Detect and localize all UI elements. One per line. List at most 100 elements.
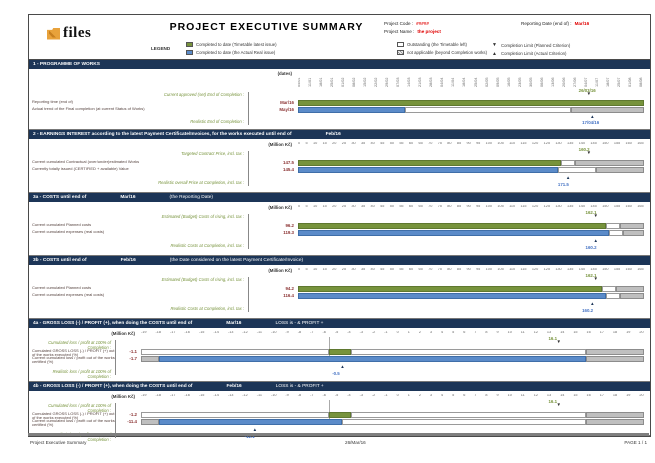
section-1: 1 - PROGRAMME OF WORKS (dates) 04/01 11/01 1… [29, 60, 650, 130]
logo-text: files [63, 25, 92, 41]
project-code-value: ##### [416, 21, 429, 26]
axis-tick-label: 140 [578, 142, 586, 145]
axis-tick-label: 15 [322, 268, 327, 271]
axis-tick-label: 155 [613, 268, 621, 271]
realistic-value: 160.2 [582, 308, 594, 313]
bar-segment-gray [574, 160, 644, 166]
axis-tick-label: 20 [332, 142, 337, 145]
section-title-value: Feb/16 [120, 258, 136, 263]
axis-tick-label: 18 [612, 331, 618, 334]
bar-segment-white [602, 286, 617, 292]
axis-tick-label: 13/06 [550, 77, 555, 87]
axis-tick-label: 85 [456, 205, 462, 208]
axis-tick-label: -11 [256, 394, 262, 397]
axis-tick-label: 01/08 [627, 77, 632, 87]
legend-item: ▲ Completion Limit (Actual Criterion) [491, 51, 570, 57]
bar-segment-green [298, 100, 644, 106]
axis-tick-label: -14 [213, 331, 219, 334]
project-name-row: Project Name : the project [384, 28, 441, 36]
axis-tick-label: 160 [625, 142, 632, 145]
axis-tick-label: 100 [485, 205, 492, 208]
axis-tick-label: 80 [447, 142, 452, 145]
legend-item-label: not applicable (beyond Completion works) [407, 49, 488, 55]
reporting-date-label: Reporting Date (end of) : [521, 21, 572, 26]
axis-tick-label: 10 [312, 268, 318, 271]
completion-limit-planned-marker: ▼ [556, 402, 561, 407]
axis-tick-label: 45 [380, 205, 385, 208]
axis-tick-label: 115 [520, 142, 527, 145]
axis-tick-label: 140 [578, 205, 586, 208]
row-label: Reporting time (end of) [32, 99, 73, 104]
project-name-value: the project [417, 28, 441, 34]
section-title: 2 - EARNINGS INTEREST according to the l… [33, 132, 292, 137]
section-4b: 4b - GROSS LOSS (-) / PROFIT (+), when d… [29, 382, 650, 442]
axis-tick-label: -1 [384, 394, 388, 397]
bar-segment-white [560, 160, 575, 166]
axis-tick-label: -19 [141, 331, 147, 334]
section-3a-header: 3a - COSTS until end of Mar/16 (the Report… [29, 193, 650, 202]
axis-tick-label: 105 [497, 268, 504, 271]
section-title-suffix: (the Date considered on the latest Payme… [169, 258, 304, 263]
axis-tick-label: 9 [496, 394, 499, 397]
axis-tick-label: 0 [396, 331, 399, 334]
section-3b-body: (Million Kč) 0 5 10 15 20 25 30 35 40 45 50 55 60 65 70… [29, 265, 650, 319]
axis-tick-label: 29/02 [385, 77, 390, 87]
axis-tick-label: 40 [370, 142, 375, 145]
completion-limit-actual-marker: ▲ [590, 301, 595, 306]
axis-tick-label: -5 [334, 394, 339, 397]
planned-limit-value: 162.1 [585, 210, 597, 215]
project-code-label: Project Code : [384, 21, 414, 26]
axis-tick-label: 60 [408, 142, 414, 145]
axis-tick-label: 40 [370, 205, 375, 208]
axis-tick-label: 85 [456, 142, 462, 145]
axis-tick-label: 13 [546, 394, 552, 397]
axis-tick-label: 11/01 [308, 77, 313, 87]
axis-tick-label: 105 [497, 142, 504, 145]
progress-bar [298, 160, 644, 166]
section-4a-body: (Million Kč) -19 -18 -17 -16 -15 -14 -13 -12 -11-… [29, 328, 650, 382]
label-axis-line [248, 92, 249, 125]
progress-bar [298, 167, 644, 173]
axis-tick-label: -18 [155, 394, 161, 397]
legend-item-label: Outstanding (the Timetable left) [407, 42, 467, 47]
progress-bar [298, 223, 644, 229]
axis-tick-label: 4 [441, 394, 444, 397]
row-value: Mar/16 [280, 100, 294, 105]
axis-tick-label: 145 [590, 142, 597, 145]
axis-tick-label: 5 [305, 142, 308, 145]
row-value: 94.2 [285, 286, 294, 291]
axis-tick-label: 1 [407, 331, 410, 334]
progress-bar [298, 293, 644, 299]
planned-limit-value: 16.1 [548, 336, 558, 341]
page-title: PROJECT EXECUTIVE SUMMARY [169, 21, 364, 33]
report-content: files PROJECT EXECUTIVE SUMMARY Project … [28, 14, 651, 442]
axis-units-label: (dates) [277, 71, 292, 76]
axis-tick-label: 8 [485, 394, 488, 397]
completion-limit-planned-marker: ▼ [593, 276, 599, 281]
completion-limit-planned-marker: ▼ [586, 91, 592, 96]
planned-limit-label: Current approved (set) End of Completion… [163, 92, 244, 97]
axis-tick-label: -7 [310, 394, 314, 397]
axis-tick-label: 5 [305, 205, 308, 208]
legend-item: Completed to date (the Actual Real issue… [186, 49, 277, 55]
row-value: 96.2 [285, 223, 294, 228]
row-value: 147.5 [283, 160, 294, 165]
label-axis-line [115, 340, 116, 375]
axis-units-label: (Million Kč) [111, 331, 135, 336]
axis-tick-label: 70 [428, 142, 433, 145]
legend-column-limits: ▼ Completion Limit (Planned Criterion) ▲ Co… [491, 42, 570, 57]
section-title-value: Mar/16 [226, 321, 242, 326]
section-1-header: 1 - PROGRAMME OF WORKS [29, 60, 650, 69]
section-2-body: (Million Kč) 0 5 10 15 20 25 30 35 40 45 50 55 60 65 70… [29, 139, 650, 193]
triangle-down-icon: ▼ [492, 42, 497, 48]
legend-item: not applicable (beyond Completion works) [397, 49, 488, 55]
axis-tick-label: 5 [305, 268, 308, 271]
section-4a-header: 4a - GROSS LOSS (-) / PROFIT (+), when d… [29, 319, 650, 328]
realistic-value: 160.2 [585, 245, 597, 250]
axis-tick-label: 80 [447, 268, 452, 271]
axis-tick-label: 100 [485, 142, 492, 145]
axis-tick-label: -5 [334, 331, 339, 334]
axis-tick-label: 55 [399, 205, 404, 208]
realistic-label: Realistic End of Completion : [190, 119, 244, 124]
section-title-suffix: LOSS is - & PROFIT + [275, 321, 324, 326]
